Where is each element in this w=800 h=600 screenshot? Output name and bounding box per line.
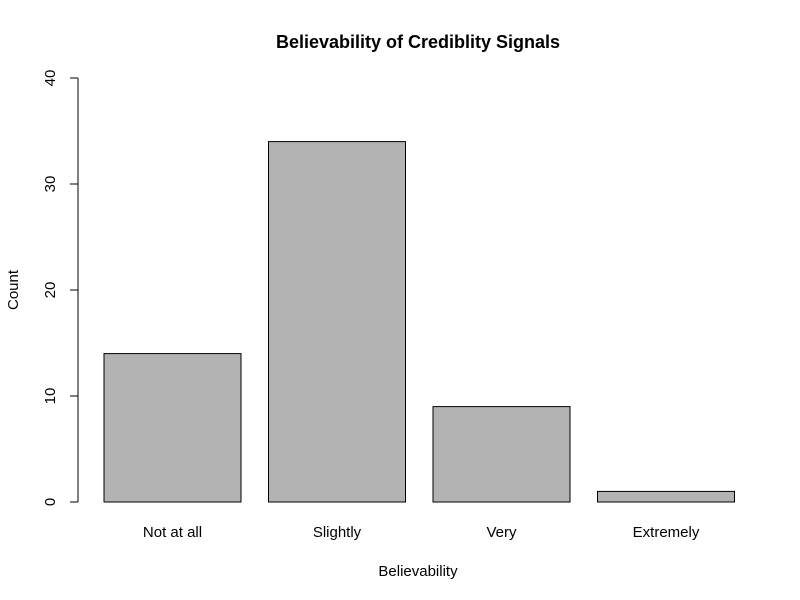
bars xyxy=(103,141,735,503)
y-axis-label: Count xyxy=(5,269,22,310)
x-tick-label: Not at all xyxy=(143,524,202,541)
y-tick-label: 0 xyxy=(42,498,59,506)
bar xyxy=(432,406,571,503)
x-axis-label: Believability xyxy=(378,563,458,580)
x-tick-label: Slightly xyxy=(313,524,362,541)
y-tick-label: 30 xyxy=(42,176,59,193)
y-tick-label: 20 xyxy=(42,282,59,299)
x-tick-label: Extremely xyxy=(633,524,700,541)
y-axis: 0 10 20 30 40 xyxy=(42,70,78,506)
x-axis: Not at all Slightly Very Extremely xyxy=(143,524,700,541)
bar xyxy=(268,141,406,503)
y-tick-label: 40 xyxy=(42,70,59,87)
bar xyxy=(103,353,242,503)
bar xyxy=(597,490,735,503)
y-tick-label: 10 xyxy=(42,388,59,405)
chart-title: Believability of Crediblity Signals xyxy=(276,32,560,52)
x-tick-label: Very xyxy=(486,524,517,541)
